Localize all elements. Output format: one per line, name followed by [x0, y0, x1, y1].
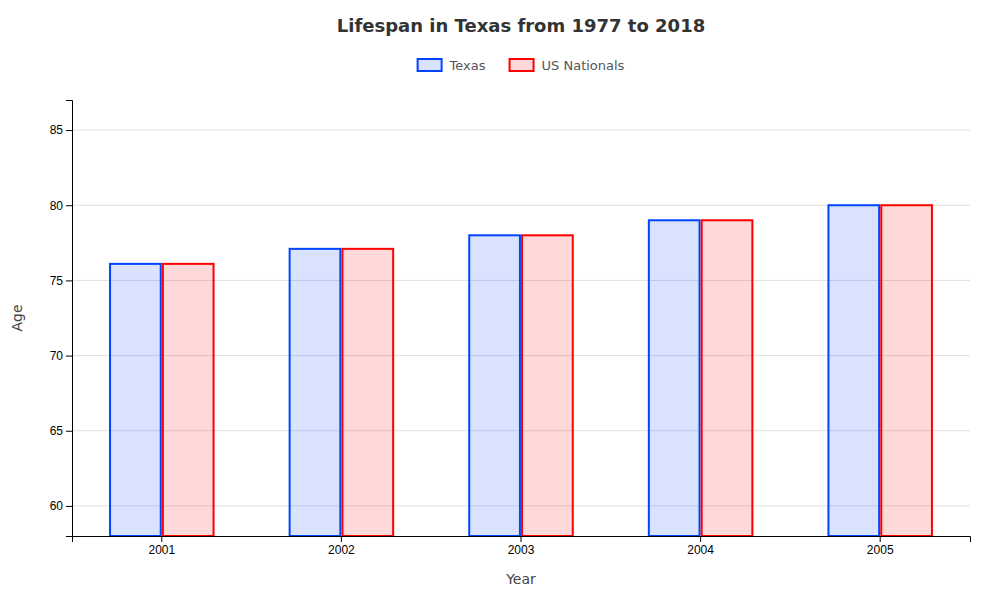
tick: 2005: [867, 536, 894, 557]
tick-mark: [66, 130, 72, 131]
tick-mark: [66, 506, 72, 507]
tick-mark: [66, 205, 72, 206]
tick: 2001: [148, 536, 175, 557]
y-axis-title: Age: [9, 304, 25, 331]
tick-mark: [521, 536, 522, 542]
bar: [110, 264, 161, 536]
tick-mark: [700, 536, 701, 542]
tick-label: 2002: [328, 543, 355, 557]
legend-item: US Nationals: [510, 58, 625, 73]
tick: 2004: [687, 536, 714, 557]
plot: 60 65 70 75 80 85 2001 2002 2003 2004 2005: [50, 101, 971, 557]
legend-label: US Nationals: [542, 58, 625, 73]
bar: [881, 205, 932, 536]
tick: 65: [50, 424, 72, 438]
tick-label: 80: [50, 199, 64, 213]
bar: [649, 220, 700, 536]
tick-label: 2004: [687, 543, 714, 557]
tick-label: 75: [50, 274, 64, 288]
bar: [702, 220, 753, 536]
tick-label: 2005: [867, 543, 894, 557]
x-axis: 2001 2002 2003 2004 2005: [73, 536, 971, 557]
legend-label: Texas: [449, 58, 486, 73]
tick-label: 2003: [508, 543, 535, 557]
tick-label: 60: [50, 499, 64, 513]
tick-mark: [66, 356, 72, 357]
tick-mark: [66, 431, 72, 432]
tick-mark: [161, 536, 162, 542]
series: [163, 205, 932, 536]
tick: 2003: [508, 536, 535, 557]
y-axis: 60 65 70 75 80 85: [50, 101, 73, 537]
bar: [522, 235, 573, 536]
tick-label: 65: [50, 424, 64, 438]
chart: Lifespan in Texas from 1977 to 2018 60 65 7…: [0, 0, 1000, 600]
x-axis-title: Year: [505, 571, 536, 587]
tick-mark: [341, 536, 342, 542]
tick-label: 70: [50, 349, 64, 363]
tick: 85: [50, 123, 72, 137]
tick: 60: [50, 499, 72, 513]
axis-line: [73, 537, 971, 543]
bar: [469, 235, 520, 536]
tick-mark: [880, 536, 881, 542]
series: [110, 205, 879, 536]
tick: 70: [50, 349, 72, 363]
legend-swatch: [418, 59, 442, 71]
tick-label: 85: [50, 123, 64, 137]
bar: [290, 249, 341, 536]
legend-item: Texas: [418, 58, 486, 73]
bar: [342, 249, 393, 536]
bar: [163, 264, 214, 536]
title: Lifespan in Texas from 1977 to 2018: [337, 15, 705, 36]
bars: [110, 205, 932, 536]
tick: 80: [50, 199, 72, 213]
axis-line: [66, 101, 73, 537]
grid-line: [72, 130, 970, 131]
tick-mark: [66, 280, 72, 281]
legend-swatch: [510, 59, 534, 71]
tick-label: 2001: [148, 543, 175, 557]
legend: Texas US Nationals: [418, 58, 625, 73]
bar: [828, 205, 879, 536]
tick: 2002: [328, 536, 355, 557]
tick: 75: [50, 274, 72, 288]
